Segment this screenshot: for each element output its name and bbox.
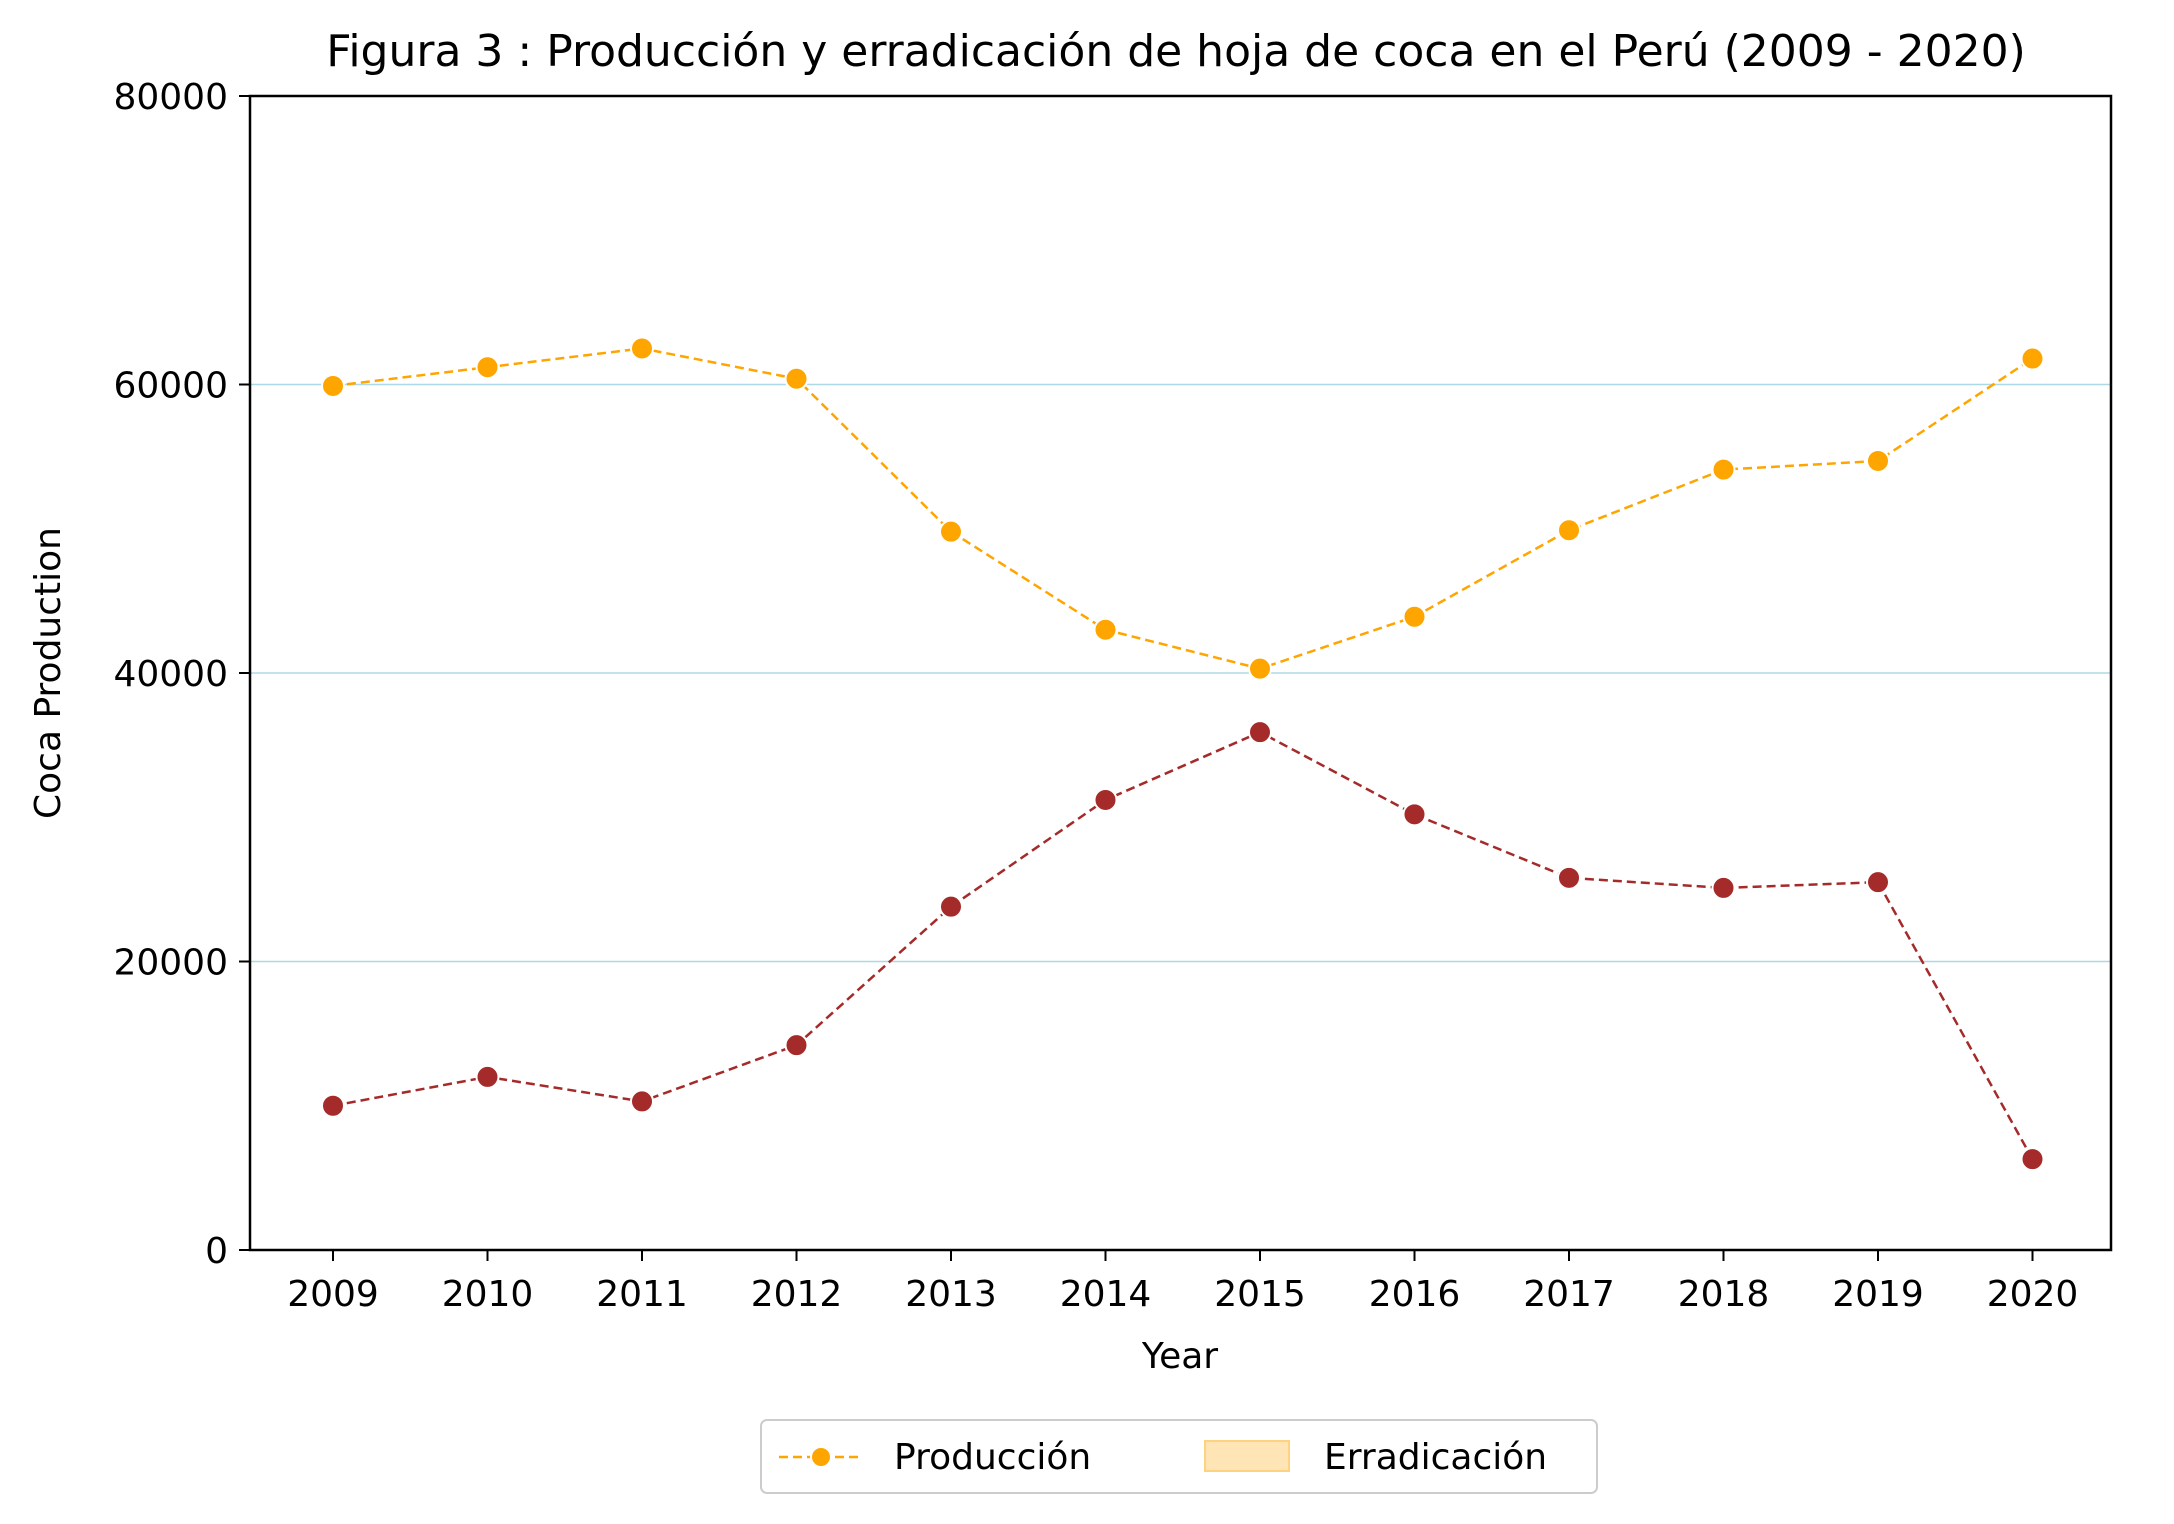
- legend-box: [760, 1419, 1598, 1494]
- data-point: [321, 373, 345, 398]
- data-point: [1711, 875, 1736, 900]
- series-layer: [321, 336, 2045, 1172]
- data-point: [1248, 720, 1272, 745]
- y-axis-label: Coca Production: [28, 527, 69, 819]
- x-tick-label: 2011: [596, 1274, 688, 1315]
- data-point: [1402, 604, 1427, 629]
- data-point: [321, 1093, 345, 1118]
- data-point: [1557, 518, 1581, 543]
- data-point: [939, 894, 963, 919]
- x-tick-label: 2018: [1678, 1274, 1770, 1315]
- data-point: [1093, 617, 1118, 642]
- data-point: [2020, 346, 2045, 371]
- data-point: [2020, 1147, 2045, 1172]
- x-tick-label: 2017: [1523, 1274, 1615, 1315]
- x-tick-label: 2010: [442, 1274, 534, 1315]
- data-point: [1711, 457, 1736, 482]
- x-tick-label: 2009: [287, 1274, 379, 1315]
- grid-lines: [250, 383, 2111, 963]
- data-point: [1093, 787, 1118, 812]
- y-tick-label: 20000: [113, 943, 228, 984]
- legend-label-erradicacion: Erradicación: [1324, 1437, 1547, 1478]
- data-point: [939, 519, 963, 544]
- data-point: [1402, 802, 1427, 827]
- data-point: [475, 355, 500, 380]
- y-tick-label: 0: [205, 1231, 228, 1272]
- legend-marker-produccion: [810, 1446, 832, 1468]
- x-tick-label: 2012: [751, 1274, 843, 1315]
- x-tick-label: 2020: [1987, 1274, 2079, 1315]
- data-point: [630, 336, 654, 361]
- x-tick-label: 2013: [905, 1274, 997, 1315]
- x-axis: 2009 2010 2011 2012 2013 2014 2015 2016 2017 2018…: [287, 1250, 2078, 1315]
- data-point: [1248, 656, 1272, 681]
- series-line-0: [332, 347, 2034, 670]
- data-point: [1866, 870, 1890, 895]
- data-point: [1866, 448, 1890, 473]
- legend-label-produccion: Producción: [894, 1437, 1091, 1478]
- series-line-1: [332, 730, 2034, 1160]
- x-tick-label: 2014: [1060, 1274, 1152, 1315]
- x-axis-label: Year: [1141, 1336, 1218, 1377]
- legend-patch-erradicacion: [1204, 1440, 1290, 1472]
- y-tick-label: 60000: [113, 366, 228, 407]
- data-point: [784, 1033, 809, 1058]
- y-tick-label: 40000: [113, 654, 228, 695]
- data-point: [784, 366, 809, 391]
- x-tick-label: 2016: [1369, 1274, 1461, 1315]
- legend: Producción Erradicación: [760, 1419, 1598, 1494]
- data-point: [475, 1064, 500, 1089]
- x-tick-label: 2019: [1832, 1274, 1924, 1315]
- data-point: [630, 1089, 654, 1114]
- chart-title: Figura 3 : Producción y erradicación de …: [326, 26, 2026, 77]
- y-axis: 0 20000 40000 60000 80000: [113, 77, 250, 1272]
- data-point: [1557, 865, 1581, 890]
- x-tick-label: 2015: [1214, 1274, 1306, 1315]
- y-tick-label: 80000: [113, 77, 228, 118]
